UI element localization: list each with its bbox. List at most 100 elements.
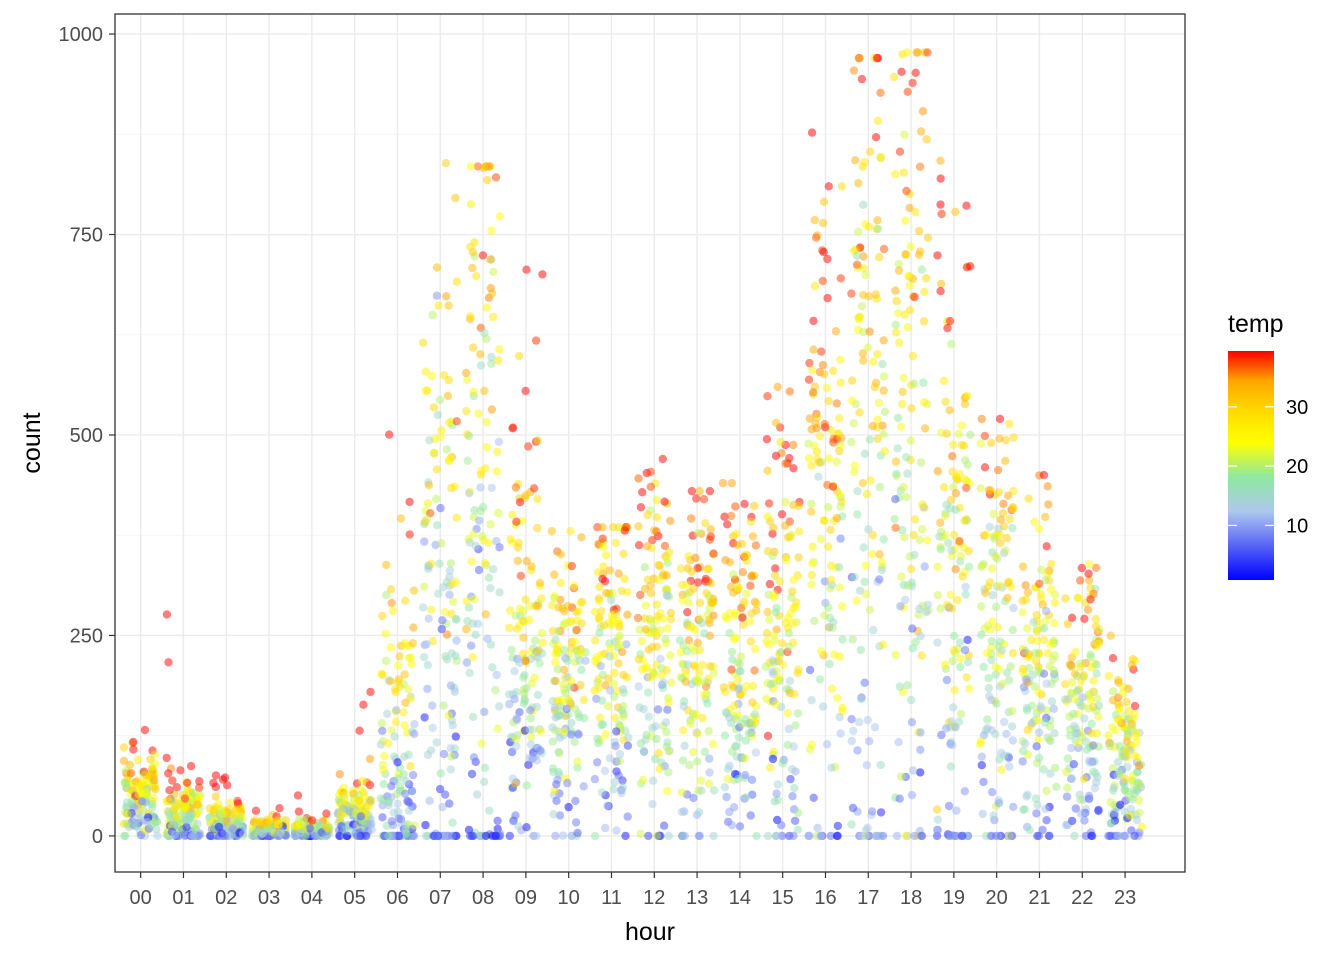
data-point <box>857 694 866 704</box>
data-point <box>785 676 795 686</box>
data-point <box>209 808 218 817</box>
data-point <box>386 585 396 594</box>
data-point <box>763 831 773 841</box>
data-point <box>695 831 704 841</box>
data-point <box>891 320 900 329</box>
data-point <box>720 783 729 792</box>
data-point <box>706 662 715 671</box>
data-point <box>564 617 574 627</box>
data-point <box>790 816 800 825</box>
data-point <box>633 613 643 623</box>
data-point <box>1122 697 1131 707</box>
data-point <box>689 747 698 757</box>
data-point <box>652 513 662 522</box>
data-point <box>807 696 816 705</box>
data-point <box>566 527 575 536</box>
data-point <box>922 135 931 144</box>
data-point <box>917 525 927 534</box>
data-point <box>634 522 643 531</box>
data-point <box>678 756 688 765</box>
data-point <box>752 599 761 608</box>
data-point <box>1125 811 1135 820</box>
data-point <box>977 761 986 770</box>
data-point <box>1089 589 1098 599</box>
data-point <box>853 487 862 496</box>
data-point <box>901 595 910 605</box>
data-point <box>127 797 136 806</box>
data-point <box>910 515 920 524</box>
data-point <box>1008 523 1017 533</box>
data-point <box>762 694 771 703</box>
data-point <box>791 721 800 730</box>
data-point <box>273 830 283 840</box>
data-point <box>941 724 951 733</box>
data-point <box>863 715 872 725</box>
data-point <box>771 564 780 573</box>
data-point <box>646 467 655 477</box>
data-point <box>734 774 743 784</box>
data-point <box>404 798 414 807</box>
data-point <box>470 238 479 247</box>
data-point <box>560 665 569 674</box>
data-point <box>923 48 932 57</box>
data-point <box>432 291 442 300</box>
data-point <box>740 499 749 509</box>
data-point <box>439 749 449 759</box>
data-point <box>611 741 620 751</box>
data-point <box>682 646 692 656</box>
data-point <box>452 636 461 645</box>
data-point <box>910 831 919 841</box>
data-point <box>577 533 586 542</box>
data-point <box>378 813 387 822</box>
data-point <box>949 703 958 712</box>
data-point <box>828 482 838 491</box>
data-point <box>697 618 706 628</box>
data-point <box>384 797 393 806</box>
data-point <box>472 790 482 799</box>
data-point <box>1042 542 1051 551</box>
data-point <box>570 637 579 646</box>
data-point <box>864 222 874 231</box>
data-point <box>427 605 436 614</box>
data-point <box>729 635 739 644</box>
data-point <box>827 763 836 772</box>
data-point <box>693 675 702 684</box>
data-point <box>740 754 750 763</box>
data-point <box>664 548 674 557</box>
data-point <box>577 665 586 675</box>
data-point <box>593 568 603 577</box>
data-point <box>961 590 970 599</box>
data-point <box>525 725 534 734</box>
data-point <box>634 541 644 550</box>
data-point <box>948 452 957 461</box>
data-point <box>983 715 992 724</box>
data-point <box>1104 831 1113 841</box>
data-point <box>750 710 760 719</box>
data-point <box>1034 688 1043 697</box>
data-point <box>614 569 623 578</box>
data-point <box>512 742 521 751</box>
data-point <box>964 562 974 571</box>
data-point <box>609 618 618 627</box>
data-point <box>451 577 461 586</box>
data-point <box>1042 816 1051 825</box>
data-point <box>805 358 814 368</box>
data-point <box>406 762 415 771</box>
data-point <box>994 799 1004 808</box>
data-point <box>700 677 709 686</box>
data-point <box>420 582 429 591</box>
data-point <box>491 173 501 182</box>
data-point <box>937 730 946 740</box>
x-axis: 00 01 02 03 04 05 06 07 08 09 10 11 12 13 14 15 16 17 18 19… <box>130 872 1136 909</box>
data-point <box>480 707 489 717</box>
data-point <box>409 586 419 595</box>
data-point <box>812 447 821 456</box>
data-point <box>334 826 344 835</box>
data-point <box>747 775 757 784</box>
data-point <box>707 598 716 607</box>
data-point <box>482 417 491 427</box>
data-point <box>1061 680 1070 689</box>
data-point <box>410 821 419 830</box>
data-point <box>763 392 772 401</box>
data-point <box>142 818 151 827</box>
